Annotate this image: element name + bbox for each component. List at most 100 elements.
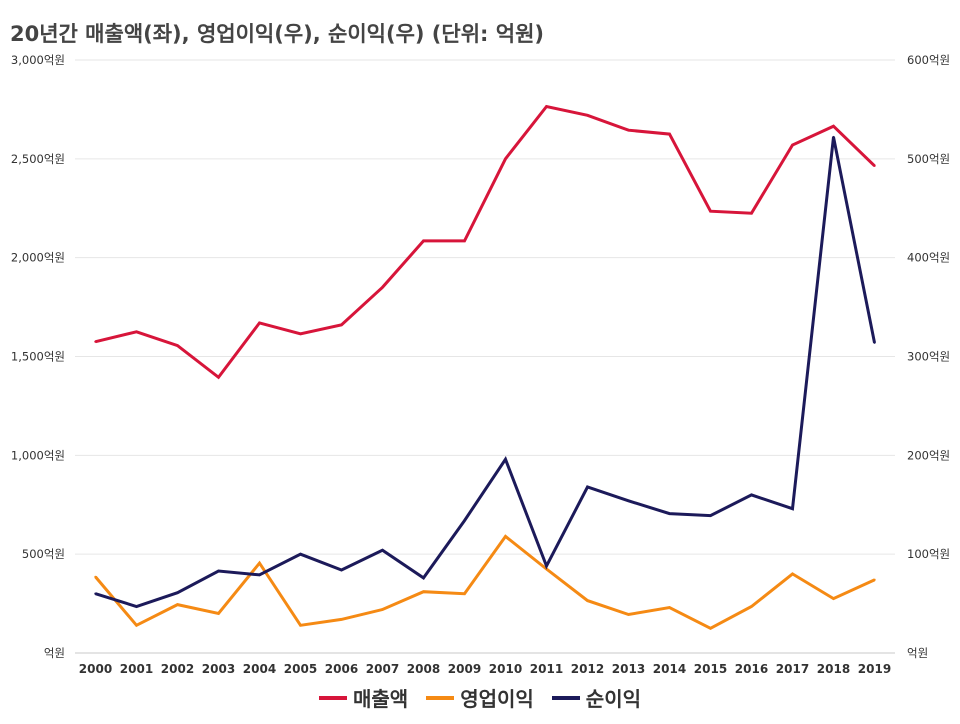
data-point-net-profit <box>258 573 261 577</box>
data-point-operating-profit <box>463 592 466 595</box>
data-point-net-profit <box>176 591 179 594</box>
data-point-operating-profit <box>627 613 630 616</box>
data-point-net-profit <box>750 493 753 497</box>
x-tick-label: 2005 <box>284 662 317 676</box>
data-point-operating-profit <box>340 618 343 621</box>
data-point-sales <box>586 114 589 117</box>
data-point-sales <box>545 105 548 108</box>
x-tick-label: 2011 <box>530 662 563 676</box>
chart-title: 20년간 매출액(좌), 영업이익(우), 순이익(우) (단위: 억원) <box>10 22 544 46</box>
right-axis: 억원 100억원 200억원 300억원 400억원 500억원 600억원 <box>907 53 950 660</box>
data-point-sales <box>463 239 466 243</box>
data-point-net-profit <box>627 499 630 502</box>
legend-item-operating-profit[interactable]: 영업이익 <box>426 683 534 712</box>
right-tick-label: 500억원 <box>907 152 950 166</box>
right-tick-label: 400억원 <box>907 251 950 265</box>
right-tick-label: 300억원 <box>907 350 950 364</box>
data-point-sales <box>791 143 794 147</box>
data-point-net-profit <box>381 549 384 552</box>
x-tick-label: 2015 <box>694 662 727 676</box>
left-tick-label: 억원 <box>44 646 65 660</box>
right-tick-label: 억원 <box>907 646 928 660</box>
left-tick-label: 2,500억원 <box>11 152 65 166</box>
legend-swatch-net-profit <box>551 695 580 700</box>
legend-item-net-profit[interactable]: 순이익 <box>551 683 641 712</box>
data-point-operating-profit <box>217 612 220 615</box>
legend-swatch-operating-profit <box>426 695 455 700</box>
left-axis: 억원 500억원 1,000억원 1,500억원 2,000억원 2,500억원 3,000… <box>11 53 65 660</box>
grid-layer <box>75 59 895 654</box>
data-point-sales <box>832 125 835 128</box>
data-point-sales <box>504 157 507 161</box>
data-point-operating-profit <box>586 599 589 602</box>
data-point-operating-profit <box>381 608 384 611</box>
right-tick-label: 200억원 <box>907 448 950 462</box>
data-point-net-profit <box>299 552 302 556</box>
data-point-sales <box>176 344 179 347</box>
data-point-net-profit <box>832 135 835 139</box>
legend-item-sales[interactable]: 매출액 <box>318 683 409 712</box>
x-tick-label: 2008 <box>407 662 440 676</box>
line-chart: 억원 500억원 1,000억원 1,500억원 2,000억원 2,500억원 3,000… <box>11 53 950 676</box>
data-point-net-profit <box>873 341 876 344</box>
data-point-net-profit <box>340 568 343 572</box>
data-point-net-profit <box>422 576 425 580</box>
x-tick-label: 2009 <box>448 662 481 676</box>
data-point-sales <box>709 210 712 213</box>
x-tick-label: 2006 <box>325 662 358 676</box>
x-tick-label: 2007 <box>366 662 399 676</box>
data-point-sales <box>873 164 876 167</box>
data-point-operating-profit <box>176 603 179 606</box>
data-point-net-profit <box>94 592 97 595</box>
x-tick-label: 2013 <box>612 662 645 676</box>
series-line-net-profit <box>95 136 876 609</box>
x-tick-label: 2017 <box>776 662 809 676</box>
x-tick-label: 2019 <box>858 662 891 676</box>
series-line-sales <box>95 104 876 380</box>
left-tick-label: 2,000억원 <box>11 251 65 265</box>
data-point-sales <box>135 330 138 333</box>
data-point-net-profit <box>709 514 712 517</box>
data-point-net-profit <box>463 519 466 522</box>
data-point-operating-profit <box>258 561 261 565</box>
legend-label-sales: 매출액 <box>352 687 409 711</box>
data-point-operating-profit <box>750 605 753 608</box>
x-tick-label: 2000 <box>79 662 112 676</box>
data-point-operating-profit <box>709 627 712 630</box>
data-point-operating-profit <box>422 590 425 593</box>
right-tick-label: 100억원 <box>907 547 950 561</box>
x-tick-label: 2001 <box>120 662 153 676</box>
data-point-sales <box>217 376 220 379</box>
x-tick-label: 2016 <box>735 662 768 676</box>
left-tick-label: 1,000억원 <box>11 448 65 462</box>
right-tick-label: 600억원 <box>907 53 950 67</box>
x-tick-label: 2004 <box>243 662 276 676</box>
left-tick-label: 1,500억원 <box>11 350 65 364</box>
legend-label-operating-profit: 영업이익 <box>460 687 534 711</box>
legend-swatch-sales <box>318 695 347 700</box>
data-point-operating-profit <box>791 572 794 576</box>
data-point-operating-profit <box>504 535 507 538</box>
data-point-sales <box>258 321 261 325</box>
x-tick-label: 2002 <box>161 662 194 676</box>
legend: 매출액 영업이익 순이익 <box>0 683 960 712</box>
data-point-sales <box>750 211 753 215</box>
data-point-net-profit <box>545 564 548 568</box>
data-point-net-profit <box>586 485 589 489</box>
data-point-sales <box>340 323 343 327</box>
series-layer <box>94 104 876 630</box>
data-point-net-profit <box>504 458 507 461</box>
series-line-operating-profit <box>94 534 876 630</box>
data-point-operating-profit <box>873 578 876 582</box>
data-point-sales <box>94 340 97 343</box>
data-point-net-profit <box>217 569 220 573</box>
left-tick-label: 3,000억원 <box>11 53 65 67</box>
data-point-operating-profit <box>668 606 671 609</box>
x-tick-label: 2014 <box>653 662 686 676</box>
data-point-net-profit <box>791 507 794 510</box>
x-tick-label: 2010 <box>489 662 522 676</box>
legend-label-net-profit: 순이익 <box>585 687 641 711</box>
data-point-sales <box>422 239 425 243</box>
data-point-operating-profit <box>94 575 97 579</box>
left-tick-label: 500억원 <box>22 547 65 561</box>
